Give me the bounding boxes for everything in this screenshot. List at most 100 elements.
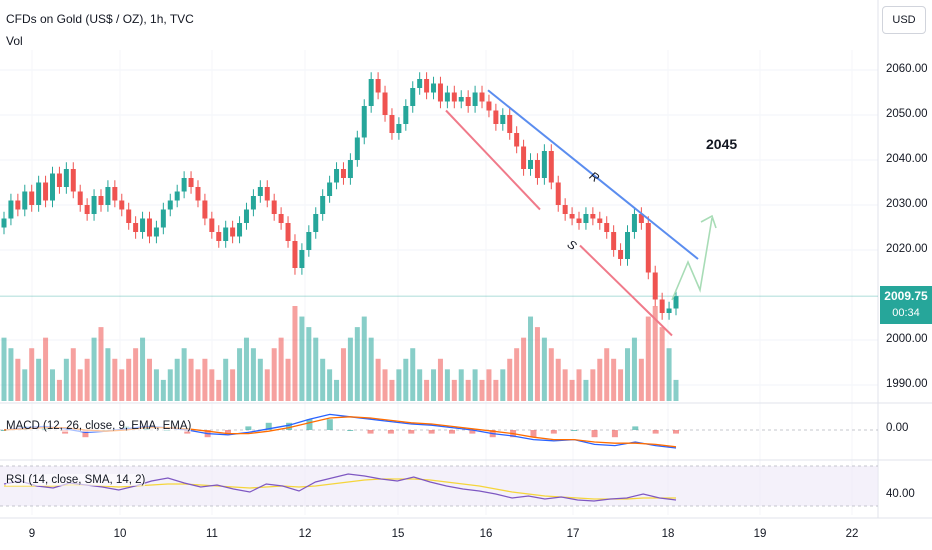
macd-histogram-bar: [652, 430, 659, 434]
macd-histogram-bar: [611, 430, 618, 438]
candle-body: [410, 88, 416, 106]
candle-body: [611, 232, 617, 250]
volume-bar: [479, 379, 485, 401]
candle-body: [562, 205, 568, 214]
candle-body: [340, 169, 346, 178]
volume-bar: [140, 337, 146, 401]
x-tick-label: 9: [28, 528, 36, 540]
macd-histogram-bar: [326, 419, 333, 430]
volume-bar: [340, 348, 346, 401]
volume-bar: [410, 348, 416, 401]
candle-body: [84, 205, 90, 214]
candle-body: [548, 151, 554, 183]
volume-bar: [382, 369, 388, 401]
candle-body: [257, 187, 263, 196]
candle-body: [555, 182, 561, 205]
candle-body: [472, 92, 478, 106]
volume-bar: [361, 316, 367, 401]
volume-bar: [8, 348, 14, 401]
macd-level-tick: 0.00: [886, 422, 909, 434]
volume-bar: [417, 369, 423, 401]
volume-bar: [237, 348, 243, 401]
candlesticks: [1, 72, 679, 320]
candle-body: [36, 182, 42, 205]
candle-body: [140, 218, 146, 232]
macd-histogram-bar: [306, 419, 313, 430]
x-tick-label: 10: [113, 528, 127, 540]
candle-body: [465, 97, 471, 106]
candle-body: [313, 214, 319, 232]
candle-body: [70, 169, 76, 192]
volume-bar: [84, 358, 90, 401]
candle-body: [126, 209, 132, 223]
volume-bar: [271, 348, 277, 401]
volume-bars: [1, 306, 679, 401]
volume-bar: [451, 379, 457, 401]
macd-label[interactable]: MACD (12, 26, close, 9, EMA, EMA): [6, 420, 192, 432]
volume-bar: [625, 348, 631, 401]
volume-bar: [77, 369, 83, 401]
macd-histogram-bar: [530, 430, 537, 438]
rsi-line: [3, 473, 677, 502]
volume-bar: [22, 369, 28, 401]
macd-histogram-bar: [245, 426, 252, 430]
volume-bar: [562, 369, 568, 401]
current-price-value: 2009.75: [884, 289, 928, 303]
volume-bar: [160, 379, 166, 401]
candle-body: [230, 227, 236, 237]
volume-bar: [119, 369, 125, 401]
candle-body: [666, 308, 672, 313]
volume-bar: [645, 316, 651, 401]
volume-bar: [250, 348, 256, 401]
x-tick-label: 12: [298, 528, 312, 540]
volume-bar: [354, 327, 360, 401]
volume-bar: [618, 369, 624, 401]
volume-bar: [334, 379, 340, 401]
candle-body: [583, 214, 589, 223]
candle-body: [299, 250, 305, 268]
volume-bar: [70, 348, 76, 401]
macd-histogram-bar: [82, 430, 89, 438]
candle-body: [431, 83, 437, 93]
candle-body: [98, 196, 104, 205]
rsi-pane: [0, 465, 878, 507]
candle-body: [486, 101, 492, 111]
volume-bar: [521, 337, 527, 401]
volume-bar: [49, 369, 55, 401]
candle-body: [285, 223, 291, 241]
candle-body: [590, 214, 596, 219]
candle-body: [327, 182, 333, 196]
volume-bar: [486, 369, 492, 401]
volume-bar: [56, 379, 62, 401]
candle-body: [424, 79, 430, 93]
candle-body: [202, 200, 208, 219]
candle-body: [618, 250, 624, 259]
volume-bar: [91, 337, 97, 401]
candle-body: [216, 232, 222, 241]
rsi-label[interactable]: RSI (14, close, SMA, 14, 2): [6, 474, 146, 486]
y-tick-label: 2030.00: [886, 198, 928, 210]
volume-bar: [202, 358, 208, 401]
volume-bar: [188, 358, 194, 401]
volume-bar: [306, 327, 312, 401]
target-annotation: 2045: [706, 136, 738, 152]
volume-bar: [126, 358, 132, 401]
candle-body: [105, 187, 111, 205]
volume-bar: [555, 358, 561, 401]
volume-bar: [36, 358, 42, 401]
candle-body: [63, 169, 69, 187]
candle-body: [528, 160, 534, 169]
candle-body: [91, 196, 97, 214]
candle-body: [604, 223, 610, 232]
currency-button[interactable]: USD: [882, 6, 926, 34]
macd-histogram-bar: [571, 430, 578, 431]
volume-bar: [313, 337, 319, 401]
macd-histogram-bar: [449, 430, 455, 434]
volume-bar: [548, 348, 554, 401]
candle-body: [8, 200, 14, 219]
candle-body: [77, 191, 83, 205]
volume-bar: [458, 369, 464, 401]
volume-bar: [652, 306, 658, 401]
volume-bar: [569, 379, 575, 401]
